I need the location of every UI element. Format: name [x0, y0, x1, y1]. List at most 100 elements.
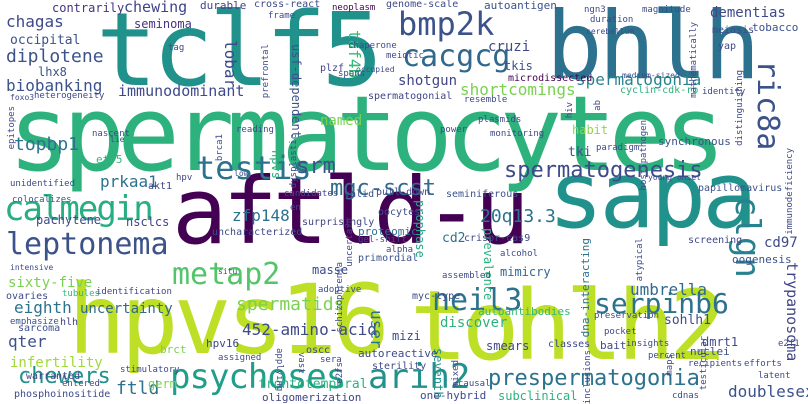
word-autoantigen: autoantigen	[484, 0, 557, 12]
word-latent: latent	[758, 371, 791, 381]
word-clgn: clgn	[727, 196, 767, 278]
word-neil3: neil3	[432, 283, 523, 318]
word-immunodominant: immunodominant	[118, 82, 245, 100]
word-chaperone: chaperone	[348, 41, 397, 51]
word-bait: bait	[600, 339, 627, 352]
word-tki: tki	[568, 145, 592, 160]
word-meiotic: meiotic	[386, 51, 424, 61]
word-situ: situ	[218, 267, 238, 276]
word-spermatogonial: spermatogonial	[368, 91, 453, 102]
word-oocytes: oocytes	[378, 207, 421, 218]
word-screening: screening	[688, 235, 743, 246]
word-tohlh2: tohlh2	[410, 270, 727, 382]
word-sohlh1: sohlh1	[664, 313, 711, 328]
word-mgc-scst: mgc-scst	[330, 176, 436, 201]
word-assembled: assembled	[442, 271, 491, 281]
word-e2fs: e2fs	[335, 362, 345, 384]
word-plzf: plzf	[320, 63, 345, 74]
word-metap2: metap2	[172, 257, 281, 292]
word-maps: maps	[665, 354, 675, 376]
word-occupied: occupied	[356, 65, 395, 74]
word-aftld-u: aftld-u	[172, 158, 530, 265]
word-sterility: sterility	[372, 361, 427, 372]
word-usf-dependent: usf-dependent	[289, 44, 303, 138]
word-e2f1: e2f1	[778, 339, 800, 349]
word-testis: testis	[196, 149, 312, 187]
word-tclf5: tclf5	[96, 0, 383, 110]
word-hpv: hpv	[176, 173, 193, 183]
word-colocalizes: colocalizes	[12, 195, 72, 205]
word-ric8a: ric8a	[750, 60, 785, 151]
word-hpv16: hpv16	[206, 337, 240, 350]
word-young-onset: young-onset	[648, 173, 701, 182]
word-mathematically: mathematically	[689, 22, 699, 98]
word-nsclcs: nsclcs	[126, 215, 170, 229]
word-hpvs16: hpvs16	[68, 264, 390, 376]
word-preservation: preservation	[594, 311, 660, 321]
word-host-pathogen: host-pathogen	[639, 120, 649, 191]
word-oligomerization: oligomerization	[262, 391, 362, 404]
word-gel-shift: gel-shift	[358, 235, 407, 245]
word-masse: masse	[312, 263, 349, 277]
word-plasmids: plasmids	[478, 115, 522, 125]
word-yap: yap	[718, 41, 737, 52]
word-neoplasm: neoplasm	[332, 3, 376, 13]
word-calmegin: calmegin	[4, 189, 154, 229]
word-prespermatogonia: prespermatogonia	[488, 366, 700, 391]
word-identification: identification	[96, 287, 172, 297]
word-ab: ab	[593, 100, 603, 111]
word-intensive: intensive	[10, 263, 54, 272]
word-nuclei: nuclei	[690, 345, 730, 358]
word-sapa: sapa	[548, 142, 758, 249]
word-tubules: tubules	[62, 289, 100, 299]
word-meiosis: meiosis	[712, 25, 755, 36]
word-dna-interacting: dna-interacting	[579, 238, 592, 338]
word-eighth: eighth	[14, 298, 72, 317]
word-assigned: assigned	[218, 353, 262, 363]
word-heterogeneity: heterogeneity	[34, 91, 105, 101]
word-foxo3: foxo3	[10, 93, 35, 102]
word-cd97: cd97	[764, 235, 798, 251]
word-causal: causal	[458, 379, 491, 389]
word-efforts: efforts	[744, 359, 782, 369]
word-myc-type: myc-type	[412, 291, 461, 302]
word-cacgcg: cacgcg	[402, 39, 511, 74]
word-taf4b: taf4b	[345, 30, 364, 79]
word-shotgun: shotgun	[398, 73, 458, 89]
word-umbrella: umbrella	[630, 280, 708, 299]
word-sixty-five: sixty-five	[8, 275, 93, 291]
word-mimicry: mimicry	[500, 265, 551, 279]
word-low: low	[234, 169, 249, 178]
word-seminiferous: seminiferous	[446, 189, 519, 200]
word-oscc: oscc	[306, 345, 331, 356]
word-testicular: testicular	[699, 336, 709, 391]
word-serpinb6: serpinb6	[594, 287, 729, 320]
word-bhlh: bhlh	[546, 0, 760, 101]
word-recipients: recipients	[688, 359, 743, 369]
word-identity: identity	[702, 87, 746, 97]
word-arih2: arih2	[368, 357, 471, 397]
word-mixed: mixed	[451, 360, 461, 388]
word-germ: germ	[148, 377, 177, 391]
word-cross-react: cross-react	[254, 0, 321, 10]
word-crispr-cas9: crispr-cas9	[464, 233, 531, 244]
word-akt1: akt1	[148, 181, 173, 192]
word-srm: srm	[296, 154, 336, 179]
word-hpvs: hpvs	[269, 150, 283, 179]
word-proteomic: proteomic	[358, 225, 418, 238]
word-cdnas: cdnas	[672, 391, 700, 401]
word-cruzi: cruzi	[488, 39, 531, 55]
word-cyclin-cdk-rb: cyclin-cdk-rb	[620, 85, 699, 96]
word-smears: smears	[486, 339, 530, 353]
word-brca1: brca1	[215, 134, 225, 162]
word-brct: brct	[160, 343, 187, 356]
word-ftld: ftld	[116, 378, 160, 399]
word-spermatocytes: spermatocytes	[8, 73, 726, 195]
word-atypical: atypical	[635, 238, 645, 282]
word-spermatids: spermatids	[236, 294, 345, 315]
word-warranted: warranted	[26, 371, 81, 382]
word-doublesex: doublesex	[728, 382, 808, 401]
word-alcohol: alcohol	[500, 249, 538, 259]
word-spans: spans	[338, 69, 366, 79]
word-hlh: hlh	[60, 317, 79, 328]
